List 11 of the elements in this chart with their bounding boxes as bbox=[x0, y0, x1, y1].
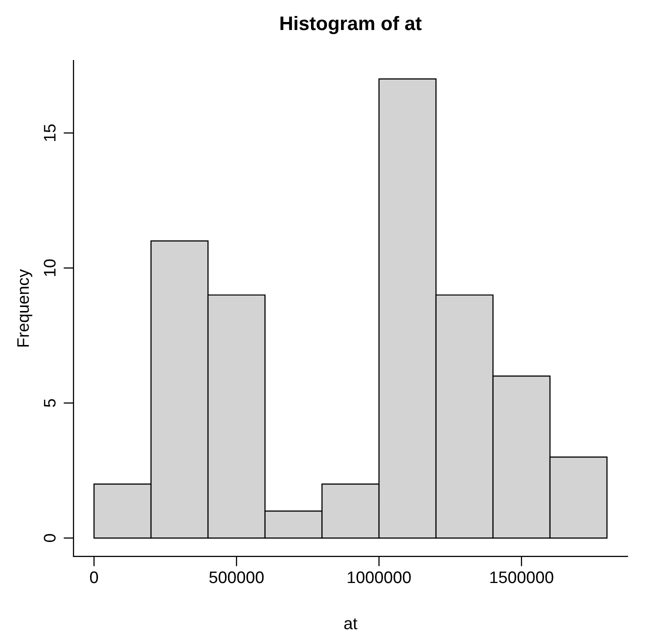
y-axis-title: Frequency bbox=[17, 269, 32, 346]
x-tick-label: 1000000 bbox=[348, 571, 411, 584]
y-tick-label: 0 bbox=[44, 534, 56, 542]
x-axis-title: at bbox=[344, 618, 358, 630]
x-tick-label: 500000 bbox=[209, 571, 264, 584]
x-tick-label: 1500000 bbox=[490, 571, 554, 584]
x-tick-label: 0 bbox=[90, 571, 98, 584]
chart-title: Histogram of at bbox=[280, 16, 422, 34]
y-tick-label: 10 bbox=[44, 259, 56, 276]
y-tick-label: 5 bbox=[44, 399, 56, 407]
y-tick-label: 15 bbox=[44, 124, 56, 141]
